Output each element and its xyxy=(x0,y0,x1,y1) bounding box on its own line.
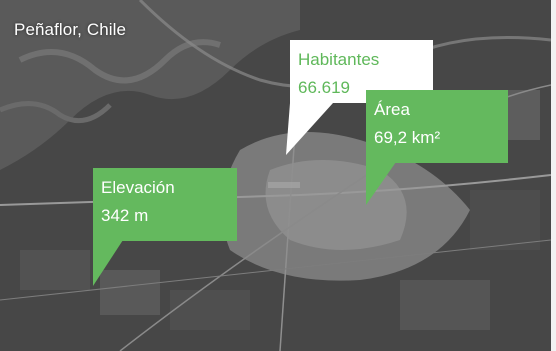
area-value: 69,2 km² xyxy=(374,128,441,147)
elevacion-value: 342 m xyxy=(101,206,149,225)
habitantes-label: Habitantes xyxy=(298,50,380,69)
elevacion-label: Elevación xyxy=(101,178,175,197)
elevacion-callout-pointer xyxy=(93,240,123,286)
habitantes-value: 66.619 xyxy=(298,78,350,97)
elevacion-callout: Elevación 342 m xyxy=(93,168,237,241)
area-label: Área xyxy=(374,100,410,119)
area-callout: Área 69,2 km² xyxy=(366,90,508,163)
habitantes-callout-pointer xyxy=(286,103,333,155)
location-title: Peñaflor, Chile xyxy=(14,20,127,39)
area-callout-pointer xyxy=(366,162,396,205)
